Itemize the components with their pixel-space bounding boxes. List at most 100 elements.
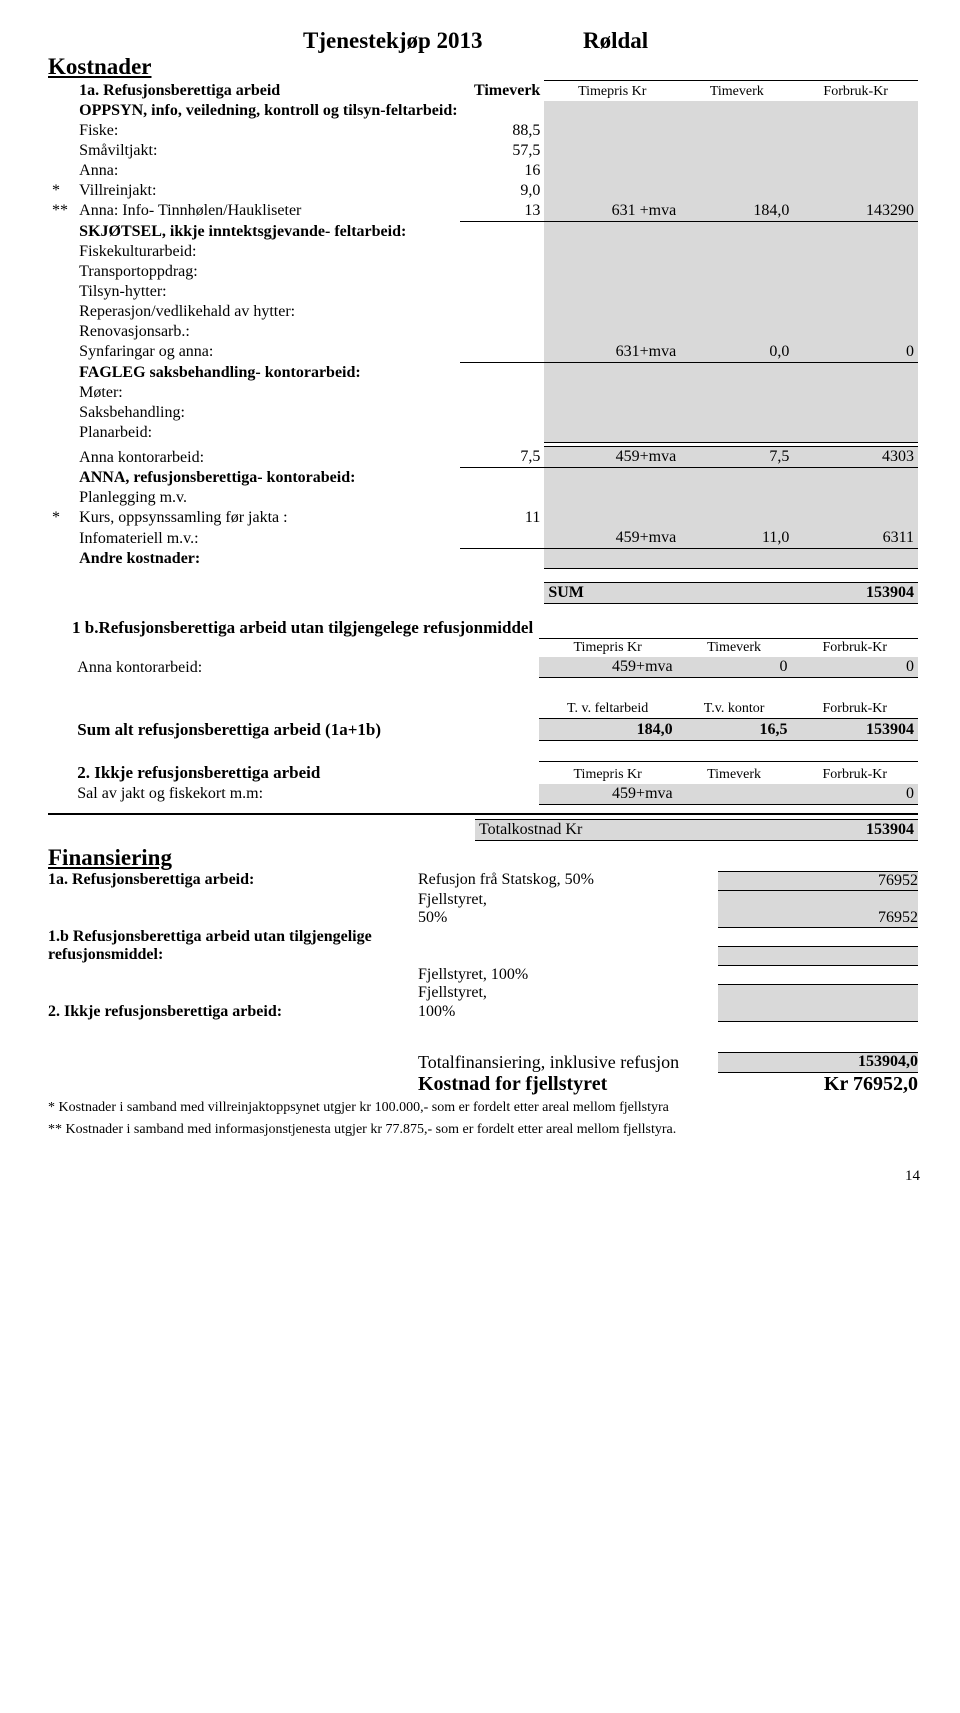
- r-fiskekultur: Fiskekulturarbeid:: [75, 242, 460, 262]
- totalkost-table: Totalkostnad Kr 153904: [48, 819, 918, 841]
- v-fiske: 88,5: [460, 121, 544, 141]
- fin-2-lbl: 2. Ikkje refusjonsberettiga arbeid:: [48, 1003, 418, 1022]
- col-timeverk2: Timeverk: [680, 81, 793, 101]
- r-smaviltjakt: Småviltjakt:: [75, 141, 460, 161]
- r-kurs: Kurs, oppsynssamling før jakta :: [75, 508, 460, 528]
- finansiering-heading: Finansiering: [48, 845, 920, 871]
- sub-anna-ref: ANNA, refusjonsberettiga- kontorabeid:: [75, 468, 544, 489]
- totalkost-label: Totalkostnad Kr: [475, 819, 808, 840]
- tv-annainfo: 184,0: [680, 201, 793, 222]
- sec1a-title: 1a. Refusjonsberettiga arbeid: [75, 81, 460, 101]
- r-planlegg: Planlegging m.v.: [75, 488, 460, 508]
- doc-title: Tjenestekjøp 2013: [303, 28, 583, 54]
- page-number: 14: [48, 1168, 920, 1185]
- fin-1b-src: Fjellstyret, 100%: [48, 966, 918, 984]
- r-synfaringar: Synfaringar og anna:: [75, 342, 460, 363]
- c1b-timepris: Timepris Kr: [539, 639, 677, 658]
- r-villrein: Villreinjakt:: [75, 181, 460, 201]
- fin-1b-1: 1.b Refusjonsberettiga arbeid utan tilgj…: [48, 928, 920, 946]
- fin-total: Totalfinansiering, inklusive refusjon 15…: [48, 1052, 918, 1073]
- sa-v1: 184,0: [539, 719, 677, 741]
- fin-tot-lbl: Totalfinansiering, inklusive refusjon: [418, 1052, 718, 1073]
- r-annainfo: Anna: Info- Tinnhølen/Haukliseter: [75, 201, 460, 222]
- fin-2-top: Fjellstyret,: [48, 984, 918, 1003]
- sum-value: 153904: [793, 583, 918, 604]
- sum-all-table: T. v. feltarbeid T.v. kontor Forbruk-Kr …: [48, 700, 918, 741]
- section-2-table: 2. Ikkje refusjonsberettiga arbeid Timep…: [48, 761, 918, 805]
- sa-c2: T.v. kontor: [677, 700, 792, 719]
- kr-infom: 6311: [793, 528, 918, 549]
- sub-oppsyn: OPPSYN, info, veiledning, kontroll og ti…: [75, 101, 544, 121]
- r-andre: Andre kostnader:: [75, 549, 460, 569]
- page-header: Tjenestekjøp 2013 Røldal: [48, 28, 920, 54]
- r-moter: Møter:: [75, 383, 460, 403]
- rate-infom: 459+mva: [544, 528, 680, 549]
- r-renovasjon: Renovasjonsarb.:: [75, 322, 460, 342]
- rate-synf: 631+mva: [544, 342, 680, 363]
- r-planarb: Planarbeid:: [75, 423, 460, 443]
- s2-kr: 0: [792, 784, 918, 805]
- region-title: Røldal: [583, 28, 648, 54]
- v-anna: 16: [460, 161, 544, 181]
- v-annainfo: 13: [460, 201, 544, 222]
- fin-kost-val: Kr 76952,0: [718, 1073, 918, 1096]
- col-forbruk: Forbruk-Kr: [793, 81, 918, 101]
- totalkost-val: 153904: [808, 819, 918, 840]
- fin-1a-val: 76952: [718, 871, 918, 891]
- tv-synf: 0,0: [680, 342, 793, 363]
- rate-annakont: 459+mva: [544, 447, 680, 468]
- col-timepris: Timepris Kr: [544, 81, 680, 101]
- fin-1a-lbl: 1a. Refusjonsberettiga arbeid:: [48, 871, 418, 891]
- tv-annakont: 7,5: [680, 447, 793, 468]
- r-sal: Sal av jakt og fiskekort m.m:: [73, 784, 464, 805]
- kostnader-heading: Kostnader: [48, 54, 920, 80]
- r-reperasjon: Reperasjon/vedlikehald av hytter:: [75, 302, 460, 322]
- r-tilsyn: Tilsyn-hytter:: [75, 282, 460, 302]
- r-annakont: Anna kontorarbeid:: [75, 447, 460, 468]
- kr-annainfo: 143290: [793, 201, 918, 222]
- r-transport: Transportoppdrag:: [75, 262, 460, 282]
- footnote-2: ** Kostnader i samband med informasjonst…: [48, 1122, 920, 1138]
- r-fiske: Fiske:: [75, 121, 460, 141]
- fin-1a: 1a. Refusjonsberettiga arbeid: Refusjon …: [48, 871, 918, 891]
- fin-1b-srctxt: Fjellstyret, 100%: [418, 966, 718, 984]
- v-kurs: 11: [460, 508, 544, 528]
- c1b-forbruk: Forbruk-Kr: [792, 639, 918, 658]
- star-villrein: *: [48, 181, 75, 201]
- sa-c1: T. v. feltarbeid: [539, 700, 677, 719]
- sec1b-title: 1 b.Refusjonsberettiga arbeid utan tilgj…: [72, 618, 920, 638]
- s2-rate: 459+mva: [539, 784, 677, 805]
- r-anna: Anna:: [75, 161, 460, 181]
- divider-line: [48, 813, 918, 815]
- c1b-timeverk: Timeverk: [677, 639, 792, 658]
- fin-kost: Kostnad for fjellstyret Kr 76952,0: [48, 1073, 918, 1096]
- fin-1a2: 50% 76952: [48, 909, 918, 928]
- fin-2: 2. Ikkje refusjonsberettiga arbeid: 100%: [48, 1003, 918, 1022]
- star-kurs: *: [48, 508, 75, 528]
- kr-synf: 0: [793, 342, 918, 363]
- rate-annainfo: 631 +mva: [544, 201, 680, 222]
- star-annainfo: **: [48, 201, 75, 222]
- sub-fagleg: FAGLEG saksbehandling- kontorarbeid:: [75, 362, 544, 383]
- r1b-kr: 0: [792, 657, 918, 678]
- sec2-title: 2. Ikkje refusjonsberettiga arbeid: [73, 762, 464, 784]
- fin-1b-2: refusjonsmiddel:: [48, 946, 418, 966]
- fin-1a2-val: 76952: [718, 909, 918, 928]
- section-1b-table: Timepris Kr Timeverk Forbruk-Kr Anna kon…: [48, 638, 918, 678]
- fin-tot-val: 153904,0: [718, 1052, 918, 1073]
- footnote-1: * Kostnader i samband med villreinjaktop…: [48, 1100, 920, 1116]
- sa-title: Sum alt refusjonsberettiga arbeid (1a+1b…: [73, 719, 538, 741]
- r-saksb: Saksbehandling:: [75, 403, 460, 423]
- v-smaviltjakt: 57,5: [460, 141, 544, 161]
- v-villrein: 9,0: [460, 181, 544, 201]
- r1b-annakont: Anna kontorarbeid:: [73, 657, 464, 678]
- r-infom: Infomateriell m.v.:: [75, 528, 460, 549]
- s2-c3: Forbruk-Kr: [792, 762, 918, 784]
- fin-2-src2: 100%: [418, 1003, 718, 1022]
- sub-skjotsel: SKJØTSEL, ikkje inntektsgjevande- feltar…: [75, 221, 544, 242]
- sum-label: SUM: [544, 583, 680, 604]
- s2-c1: Timepris Kr: [539, 762, 677, 784]
- fin-2-src1: Fjellstyret,: [418, 984, 718, 1003]
- r1b-rate: 459+mva: [539, 657, 677, 678]
- v-annakont: 7,5: [460, 447, 544, 468]
